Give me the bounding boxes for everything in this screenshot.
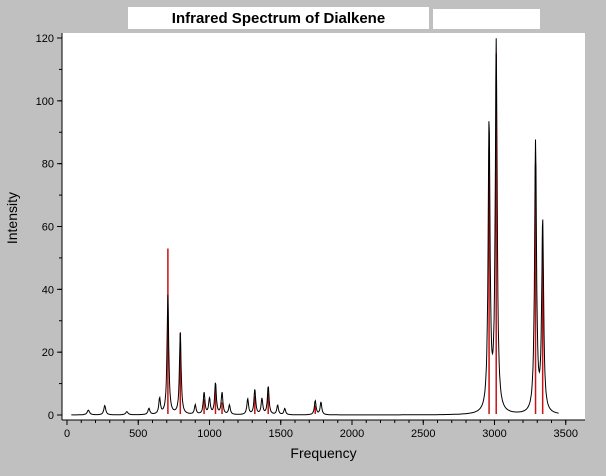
x-tick-label: 3500	[554, 428, 578, 440]
x-tick-label: 500	[129, 428, 147, 440]
plot-area	[62, 33, 585, 420]
x-tick-label: 2000	[340, 428, 364, 440]
y-axis-label: Intensity	[4, 192, 20, 245]
spectrum-curve	[71, 38, 559, 416]
y-tick-label: 60	[42, 222, 54, 234]
y-tick-label: 120	[36, 33, 54, 45]
y-tick-label: 20	[42, 347, 54, 359]
x-tick-label: 1000	[197, 428, 221, 440]
y-tick-label: 0	[48, 410, 54, 422]
x-tick-label: 2500	[411, 428, 435, 440]
chart-title: Infrared Spectrum of Dialkene	[171, 9, 386, 27]
y-tick-label: 40	[42, 284, 54, 296]
chart-title-box: Infrared Spectrum of Dialkene	[128, 7, 429, 29]
legend-box	[433, 9, 540, 29]
y-tick-label: 80	[42, 159, 54, 171]
y-tick-label: 100	[36, 96, 54, 108]
x-tick-label: 1500	[269, 428, 293, 440]
x-tick-label: 3000	[482, 428, 506, 440]
x-axis-label: Frequency	[290, 445, 357, 461]
x-tick-label: 0	[64, 428, 70, 440]
